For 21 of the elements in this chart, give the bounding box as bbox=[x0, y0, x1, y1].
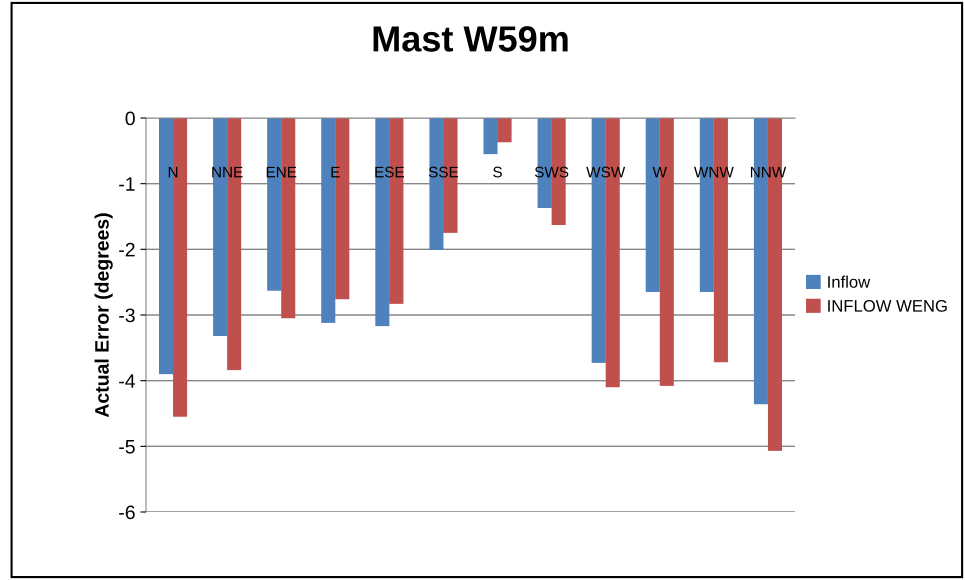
x-tick-label: W bbox=[652, 166, 667, 178]
x-tick-label: S bbox=[493, 166, 502, 178]
y-tick-label: -4 bbox=[119, 374, 136, 388]
x-tick-label: WNW bbox=[694, 166, 734, 178]
x-tick-label: NNW bbox=[750, 166, 786, 178]
chart-title: Mast W59m bbox=[374, 26, 568, 52]
x-tick-label: N bbox=[168, 166, 178, 178]
legend-label: Inflow bbox=[828, 276, 870, 288]
x-tick-label: NNE bbox=[212, 166, 243, 178]
y-tick-label: -2 bbox=[119, 242, 135, 256]
y-tick-label: -5 bbox=[119, 440, 135, 454]
x-tick-label: SWS bbox=[534, 166, 568, 178]
y-tick-label: -6 bbox=[119, 505, 135, 520]
y-axis-title: Actual Error (degrees) bbox=[94, 213, 113, 418]
x-tick-label: WSW bbox=[586, 166, 626, 178]
y-tick-label: 0 bbox=[126, 111, 135, 126]
y-tick-label: -3 bbox=[119, 308, 135, 322]
x-tick-label: SSE bbox=[428, 166, 458, 178]
legend-label: INFLOW WENG bbox=[828, 300, 947, 312]
y-tick-label: -1 bbox=[119, 177, 135, 191]
x-tick-label: ENE bbox=[266, 166, 296, 178]
